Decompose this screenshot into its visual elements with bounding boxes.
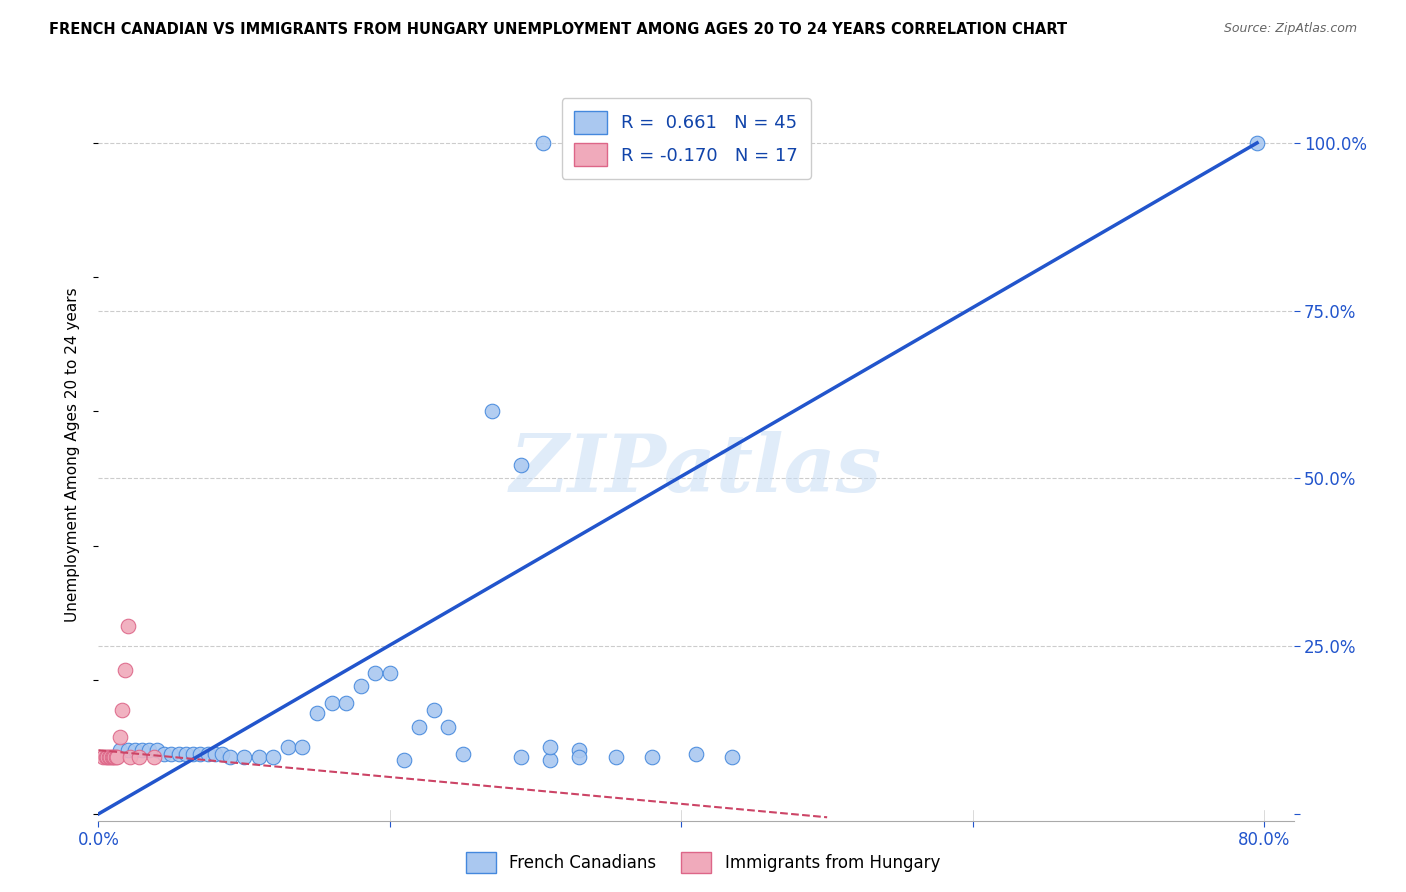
Point — [124, 743, 146, 757]
Legend: R =  0.661   N = 45, R = -0.170   N = 17: R = 0.661 N = 45, R = -0.170 N = 17 — [561, 98, 810, 179]
Point — [138, 743, 160, 757]
Point — [233, 750, 256, 764]
Point — [145, 743, 167, 757]
Point — [451, 747, 474, 761]
Point — [111, 703, 134, 717]
Point — [104, 750, 127, 764]
Point — [641, 750, 664, 764]
Point — [167, 747, 190, 761]
Point — [422, 703, 444, 717]
Point — [160, 747, 183, 761]
Point — [105, 750, 128, 764]
Point — [98, 750, 121, 764]
Point — [110, 743, 132, 757]
Point — [510, 750, 533, 764]
Point — [100, 750, 122, 764]
Point — [481, 404, 503, 418]
Point — [97, 750, 120, 764]
Point — [204, 747, 226, 761]
Point — [218, 750, 240, 764]
Point — [1246, 136, 1268, 150]
Text: ZIPatlas: ZIPatlas — [510, 431, 882, 508]
Point — [350, 680, 373, 694]
Point — [91, 750, 114, 764]
Point — [305, 706, 328, 721]
Point — [101, 750, 124, 764]
Point — [510, 458, 533, 472]
Text: Source: ZipAtlas.com: Source: ZipAtlas.com — [1223, 22, 1357, 36]
Point — [262, 750, 284, 764]
Y-axis label: Unemployment Among Ages 20 to 24 years: Unemployment Among Ages 20 to 24 years — [65, 287, 80, 623]
Point — [394, 753, 416, 767]
Point — [277, 739, 299, 754]
Point — [131, 743, 153, 757]
Point — [531, 136, 554, 150]
Point — [197, 747, 219, 761]
Point — [721, 750, 744, 764]
Point — [605, 750, 627, 764]
Point — [247, 750, 270, 764]
Point — [114, 663, 136, 677]
Point — [142, 750, 165, 764]
Point — [117, 743, 139, 757]
Point — [211, 747, 233, 761]
Point — [335, 696, 357, 710]
Legend: French Canadians, Immigrants from Hungary: French Canadians, Immigrants from Hungar… — [460, 846, 946, 880]
Point — [153, 747, 176, 761]
Point — [291, 739, 314, 754]
Point — [408, 720, 430, 734]
Point — [437, 720, 460, 734]
Point — [174, 747, 197, 761]
Point — [181, 747, 204, 761]
Point — [538, 753, 561, 767]
Point — [128, 750, 150, 764]
Point — [96, 750, 118, 764]
Point — [103, 750, 125, 764]
Point — [568, 743, 591, 757]
Point — [321, 696, 343, 710]
Point — [110, 730, 132, 744]
Point — [364, 665, 387, 680]
Point — [117, 619, 139, 633]
Point — [685, 747, 707, 761]
Point — [378, 665, 401, 680]
Point — [538, 739, 561, 754]
Point — [190, 747, 212, 761]
Point — [568, 750, 591, 764]
Text: FRENCH CANADIAN VS IMMIGRANTS FROM HUNGARY UNEMPLOYMENT AMONG AGES 20 TO 24 YEAR: FRENCH CANADIAN VS IMMIGRANTS FROM HUNGA… — [49, 22, 1067, 37]
Point — [120, 750, 142, 764]
Point — [94, 750, 117, 764]
